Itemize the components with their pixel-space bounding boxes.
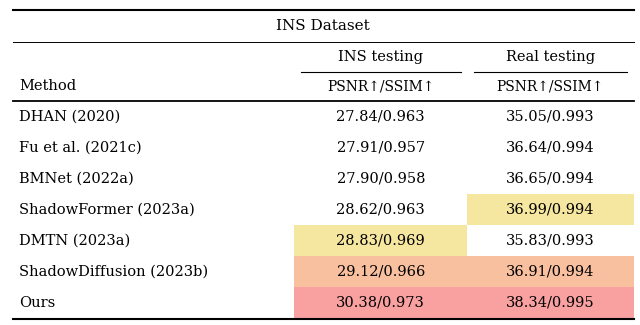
- Text: ShadowDiffusion (2023b): ShadowDiffusion (2023b): [19, 265, 209, 279]
- Text: DHAN (2020): DHAN (2020): [19, 109, 120, 123]
- Bar: [467, 194, 634, 225]
- Text: PSNR↑/SSIM↑: PSNR↑/SSIM↑: [327, 79, 435, 93]
- Text: ShadowFormer (2023a): ShadowFormer (2023a): [19, 202, 195, 217]
- Bar: [294, 287, 467, 318]
- Text: 36.64/0.994: 36.64/0.994: [506, 140, 595, 154]
- Text: 28.62/0.963: 28.62/0.963: [337, 202, 425, 217]
- Text: Ours: Ours: [19, 296, 56, 310]
- Text: 29.12/0.966: 29.12/0.966: [337, 265, 425, 279]
- Bar: [467, 256, 634, 287]
- Text: 28.83/0.969: 28.83/0.969: [337, 234, 425, 248]
- Text: 27.84/0.963: 27.84/0.963: [337, 109, 425, 123]
- Text: 36.65/0.994: 36.65/0.994: [506, 172, 595, 186]
- Bar: [294, 256, 467, 287]
- Text: 30.38/0.973: 30.38/0.973: [337, 296, 425, 310]
- Text: Method: Method: [19, 79, 76, 93]
- Text: PSNR↑/SSIM↑: PSNR↑/SSIM↑: [497, 79, 604, 93]
- Text: INS testing: INS testing: [339, 50, 423, 64]
- Text: BMNet (2022a): BMNet (2022a): [19, 172, 134, 186]
- Text: 27.91/0.957: 27.91/0.957: [337, 140, 425, 154]
- Text: INS Dataset: INS Dataset: [276, 19, 370, 33]
- Text: 35.83/0.993: 35.83/0.993: [506, 234, 595, 248]
- Text: Real testing: Real testing: [506, 50, 595, 64]
- Text: 35.05/0.993: 35.05/0.993: [506, 109, 595, 123]
- Bar: [294, 225, 467, 256]
- Text: 27.90/0.958: 27.90/0.958: [337, 172, 425, 186]
- Text: Fu et al. (2021c): Fu et al. (2021c): [19, 140, 142, 154]
- Text: DMTN (2023a): DMTN (2023a): [19, 234, 131, 248]
- Text: 36.99/0.994: 36.99/0.994: [506, 202, 595, 217]
- Bar: [467, 287, 634, 318]
- Text: 38.34/0.995: 38.34/0.995: [506, 296, 595, 310]
- Text: 36.91/0.994: 36.91/0.994: [506, 265, 595, 279]
